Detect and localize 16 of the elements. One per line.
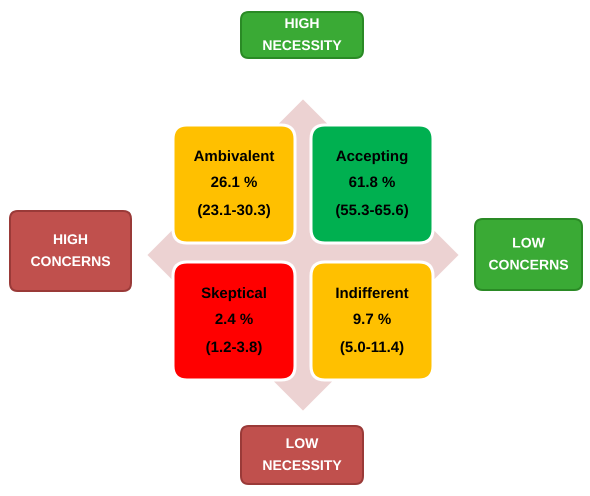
category-label: Ambivalent (194, 148, 274, 166)
text: (1.2-3.8) (206, 339, 262, 356)
data-label: 2.4 % (214, 311, 254, 328)
category-label: Indifferent (335, 285, 409, 302)
data-label: 26.1 % (210, 174, 258, 192)
category-label: Skeptical (201, 285, 267, 302)
text: (23.1-30.3) (197, 202, 271, 220)
text: HIGH CONCERNS (30, 230, 111, 269)
text: (5.0-11.4) (340, 339, 404, 356)
text: (55.3-65.6) (335, 202, 409, 220)
text: HIGH NECESSITY (262, 14, 342, 53)
data-label: 61.8 % (348, 174, 396, 192)
category-label: Accepting (336, 148, 408, 166)
text: LOW CONCERNS (488, 234, 569, 272)
text: LOW NECESSITY (262, 434, 342, 473)
data-label: 9.7 % (352, 311, 392, 328)
